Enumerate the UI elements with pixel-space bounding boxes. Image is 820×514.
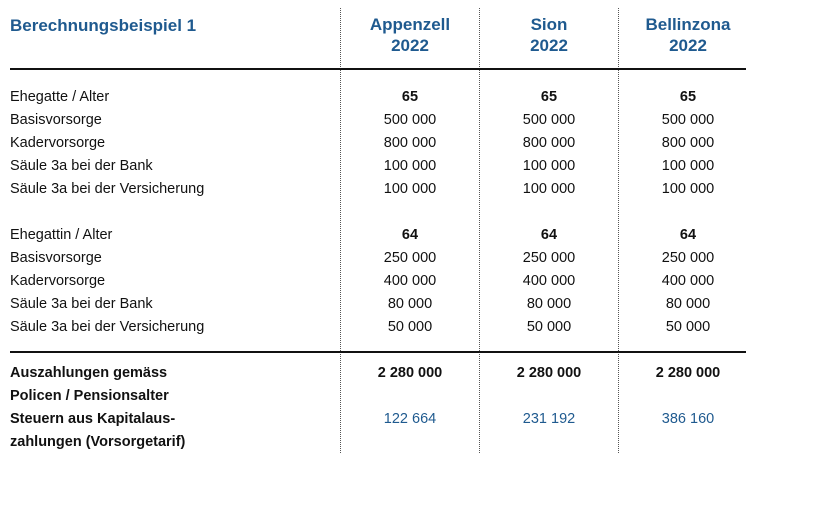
row-value: 65 <box>540 89 558 105</box>
row-value: 80 000 <box>665 296 711 312</box>
column-header-appenzell: Appenzell 2022 <box>340 14 480 56</box>
row-value: 800 000 <box>661 135 715 151</box>
row-label: Säule 3a bei der Bank <box>10 296 153 312</box>
row-value: 64 <box>540 227 558 243</box>
row-value: 64 <box>679 227 697 243</box>
row-value: 500 000 <box>522 112 576 128</box>
column-separator <box>479 8 480 453</box>
row-value: 50 000 <box>387 319 433 335</box>
row-value: 250 000 <box>661 250 715 266</box>
row-label: Kadervorsorge <box>10 273 106 289</box>
row-value: 100 000 <box>522 158 576 174</box>
row-value: 80 000 <box>387 296 433 312</box>
row-value: 100 000 <box>383 181 437 197</box>
row-label: Ehegattin / Alter <box>10 227 113 243</box>
row-value: 100 000 <box>522 181 576 197</box>
row-label: Säule 3a bei der Versicherung <box>10 319 205 335</box>
row-value: 400 000 <box>661 273 715 289</box>
row-value: 80 000 <box>526 296 572 312</box>
payout-label: Policen / Pensionsalter <box>10 388 169 404</box>
row-value: 800 000 <box>522 135 576 151</box>
row-value: 250 000 <box>383 250 437 266</box>
row-value: 100 000 <box>661 158 715 174</box>
tax-value: 386 160 <box>661 411 715 427</box>
payout-value: 2 280 000 <box>377 365 443 381</box>
row-value: 500 000 <box>383 112 437 128</box>
row-label: Kadervorsorge <box>10 135 106 151</box>
row-value: 800 000 <box>383 135 437 151</box>
row-label: Säule 3a bei der Bank <box>10 158 153 174</box>
row-value: 500 000 <box>661 112 715 128</box>
row-value: 100 000 <box>383 158 437 174</box>
row-value: 100 000 <box>661 181 715 197</box>
column-year: 2022 <box>391 36 429 55</box>
summary-rule <box>10 351 746 353</box>
column-city: Bellinzona <box>645 15 731 34</box>
row-value: 50 000 <box>665 319 711 335</box>
column-year: 2022 <box>669 36 707 55</box>
header-rule <box>10 68 746 70</box>
tax-label: Steuern aus Kapitalaus- <box>10 411 176 427</box>
row-value: 400 000 <box>522 273 576 289</box>
row-value: 65 <box>679 89 697 105</box>
payout-label: Auszahlungen gemäss <box>10 365 168 381</box>
row-label: Basisvorsorge <box>10 250 102 266</box>
row-label: Ehegatte / Alter <box>10 89 110 105</box>
tax-label: zahlungen (Vorsorgetarif) <box>10 434 186 450</box>
row-label: Basisvorsorge <box>10 112 102 128</box>
column-year: 2022 <box>530 36 568 55</box>
row-value: 250 000 <box>522 250 576 266</box>
column-city: Appenzell <box>369 15 451 34</box>
tax-value: 231 192 <box>522 411 576 427</box>
row-value: 64 <box>401 227 419 243</box>
row-label: Säule 3a bei der Versicherung <box>10 181 205 197</box>
row-value: 50 000 <box>526 319 572 335</box>
table-title: Berechnungsbeispiel 1 <box>10 16 197 35</box>
column-separator <box>340 8 341 453</box>
tax-value: 122 664 <box>383 411 437 427</box>
payout-value: 2 280 000 <box>655 365 721 381</box>
column-header-sion: Sion 2022 <box>479 14 619 56</box>
row-value: 65 <box>401 89 419 105</box>
column-header-bellinzona: Bellinzona 2022 <box>618 14 758 56</box>
row-value: 400 000 <box>383 273 437 289</box>
column-separator <box>618 8 619 453</box>
column-city: Sion <box>530 15 568 34</box>
payout-value: 2 280 000 <box>516 365 582 381</box>
